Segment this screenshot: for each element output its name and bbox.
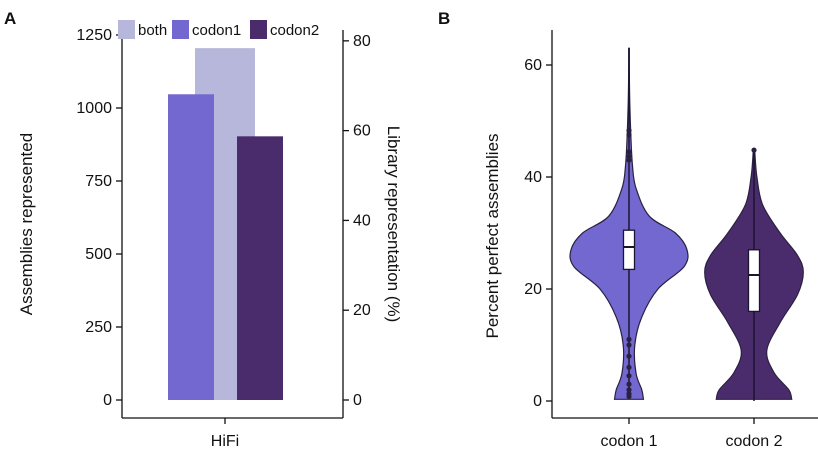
- outlier-point: [626, 381, 632, 387]
- box-1: [622, 229, 636, 271]
- y-right-tick-label: 20: [353, 302, 371, 319]
- y-left-tick-label: 1000: [76, 100, 112, 117]
- y-left-tick-label: 250: [85, 319, 112, 336]
- y-right-tick-label: 0: [353, 392, 362, 409]
- legend-label-both: both: [138, 22, 167, 39]
- outlier-point: [626, 127, 632, 134]
- y-tick-label: 20: [524, 281, 542, 298]
- outlier-point: [626, 157, 632, 163]
- outlier-point: [626, 387, 632, 393]
- y-axis-title: Percent perfect assemblies: [483, 133, 502, 338]
- x-tick-label: codon 1: [601, 433, 658, 450]
- bar-codon1: [168, 94, 214, 400]
- outlier-point: [751, 147, 757, 153]
- panel-b-axes: 0 20 40 60 codon 1 codon 2 Percent perfect ass…: [483, 30, 818, 450]
- y-left-tick-label: 0: [103, 392, 112, 409]
- panel-a: A 0 250 500 750 1000 1250 0 20 40 60 80 HiFi Assembl…: [4, 9, 403, 450]
- panel-a-legend: both codon1 codon2: [118, 20, 319, 39]
- outlier-point: [626, 364, 632, 370]
- y-right-tick-label: 60: [353, 123, 371, 140]
- y-axis-title: Assemblies represented: [17, 133, 36, 315]
- panel-b: B 0 20 40 60 codon 1 codon 2 Percent perfect a…: [438, 9, 818, 450]
- y-left-tick-label: 1250: [76, 27, 112, 44]
- y-tick-label: 60: [524, 57, 542, 74]
- outlier-point: [626, 373, 632, 379]
- panel-a-bars: [168, 48, 283, 400]
- outlier-point: [626, 149, 632, 155]
- outlier-point: [626, 391, 632, 397]
- legend-label-codon2: codon2: [270, 22, 319, 39]
- panel-a-axes: 0 250 500 750 1000 1250 0 20 40 60 80 HiFi Assemblie…: [17, 27, 403, 450]
- panel-a-letter: A: [4, 9, 16, 28]
- outlier-point: [626, 342, 632, 348]
- y-tick-label: 0: [533, 393, 542, 410]
- y-left-tick-label: 750: [85, 173, 112, 190]
- legend-swatch-codon1: [172, 20, 189, 39]
- legend-swatch-both: [118, 20, 135, 39]
- legend-swatch-codon2: [250, 20, 267, 39]
- panel-b-letter: B: [438, 9, 450, 28]
- y-tick-label: 40: [524, 169, 542, 186]
- panel-b-violins: [569, 47, 804, 401]
- y-left-tick-label: 500: [85, 246, 112, 263]
- box-2: [747, 249, 761, 313]
- x-tick-label: HiFi: [211, 433, 239, 450]
- x-tick-label: codon 2: [726, 433, 783, 450]
- outlier-point: [626, 353, 632, 359]
- legend-label-codon1: codon1: [192, 22, 241, 39]
- outlier-point: [626, 132, 632, 138]
- outlier-point: [626, 153, 632, 159]
- y-right-tick-label: 40: [353, 212, 371, 229]
- outlier-point: [626, 336, 632, 342]
- bar-codon2: [237, 136, 283, 400]
- y-axis-right-title: Library representation (%): [384, 126, 403, 323]
- y-right-tick-label: 80: [353, 33, 371, 50]
